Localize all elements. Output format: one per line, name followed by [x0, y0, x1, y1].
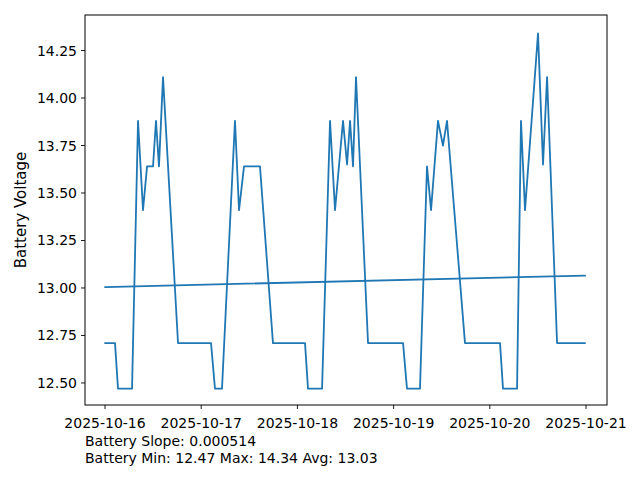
x-tick-label: 2025-10-19 [353, 415, 434, 431]
x-axis: 2025-10-16 2025-10-17 2025-10-18 2025-10-19… [64, 405, 626, 431]
figure-canvas: 2025-10-16 2025-10-17 2025-10-18 2025-10-19… [0, 0, 640, 480]
y-tick-label: 14.00 [37, 90, 77, 106]
x-tick-label: 2025-10-17 [161, 415, 242, 431]
y-tick-label: 12.75 [37, 327, 77, 343]
annotation-slope: Battery Slope: 0.000514 [85, 433, 256, 449]
y-axis: 12.50 12.75 13.00 13.25 13.50 13.75 14.00 14.25 [37, 43, 85, 391]
y-tick-label: 13.00 [37, 280, 77, 296]
y-tick-label: 13.50 [37, 185, 77, 201]
battery-voltage-line [105, 33, 585, 388]
x-tick-label: 2025-10-18 [257, 415, 338, 431]
x-tick-label: 2025-10-16 [64, 415, 145, 431]
y-axis-label: Battery Voltage [12, 152, 30, 269]
y-tick-label: 12.50 [37, 375, 77, 391]
series-layer [105, 33, 585, 388]
y-tick-label: 13.25 [37, 232, 77, 248]
x-tick-label: 2025-10-20 [449, 415, 530, 431]
trend-line-line [105, 276, 585, 287]
annotation-min-max-avg: Battery Min: 12.47 Max: 14.34 Avg: 13.03 [85, 450, 378, 466]
y-tick-label: 14.25 [37, 43, 77, 59]
battery-voltage-chart: 2025-10-16 2025-10-17 2025-10-18 2025-10-19… [0, 0, 640, 480]
y-tick-label: 13.75 [37, 138, 77, 154]
x-tick-label: 2025-10-21 [545, 415, 626, 431]
axes-spines [85, 15, 607, 405]
